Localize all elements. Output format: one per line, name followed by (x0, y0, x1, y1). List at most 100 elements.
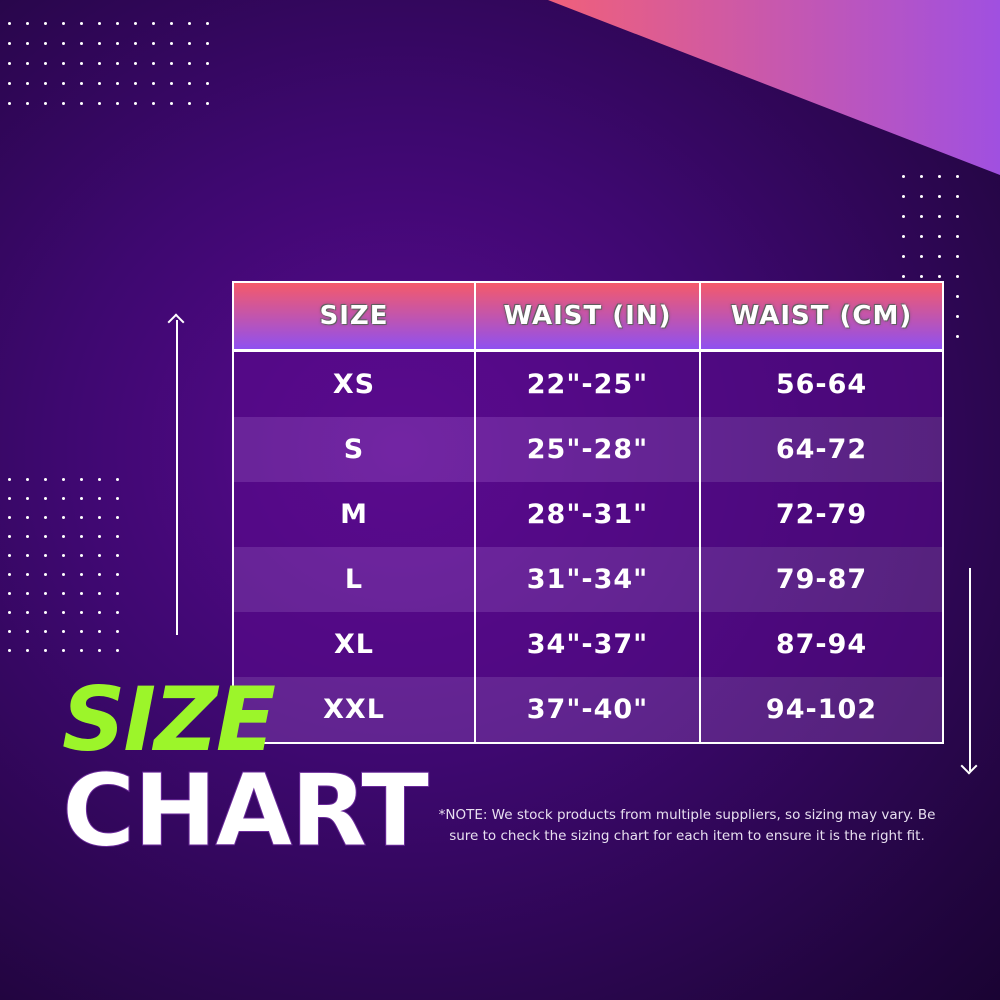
dot (80, 42, 83, 45)
dot (134, 62, 137, 65)
dot (8, 535, 11, 538)
dot (8, 42, 11, 45)
dot (62, 62, 65, 65)
dot (98, 102, 101, 105)
dot (116, 42, 119, 45)
dot (80, 630, 83, 633)
dot (170, 102, 173, 105)
dot (116, 82, 119, 85)
dot (920, 175, 923, 178)
dot (116, 554, 119, 557)
dot (80, 497, 83, 500)
title-chart: CHART (61, 752, 429, 870)
dot (98, 630, 101, 633)
dot (206, 102, 209, 105)
dot (938, 175, 941, 178)
dot (80, 535, 83, 538)
dot (8, 22, 11, 25)
cell-size: M (234, 482, 476, 547)
dot (956, 175, 959, 178)
dot (116, 649, 119, 652)
dot (44, 516, 47, 519)
dot (98, 649, 101, 652)
dot (188, 22, 191, 25)
dot (44, 649, 47, 652)
dot (902, 255, 905, 258)
dot (80, 102, 83, 105)
dot (44, 497, 47, 500)
dot (116, 573, 119, 576)
cell-waist-cm: 87-94 (701, 612, 942, 677)
dot (26, 535, 29, 538)
dot (956, 195, 959, 198)
dot (8, 573, 11, 576)
dot (116, 630, 119, 633)
dot (956, 315, 959, 318)
dot (206, 82, 209, 85)
dot (62, 592, 65, 595)
dot (902, 175, 905, 178)
dot (62, 554, 65, 557)
dot (116, 611, 119, 614)
cell-size: XL (234, 612, 476, 677)
dot (920, 235, 923, 238)
dot (98, 62, 101, 65)
dot (920, 275, 923, 278)
dot (902, 195, 905, 198)
dot (26, 573, 29, 576)
dot (62, 516, 65, 519)
dot (956, 275, 959, 278)
dot (26, 630, 29, 633)
dot (62, 102, 65, 105)
dot (134, 102, 137, 105)
dot (80, 478, 83, 481)
dot (956, 335, 959, 338)
dot (26, 22, 29, 25)
dot (170, 82, 173, 85)
dot (956, 295, 959, 298)
dot (8, 554, 11, 557)
dot (206, 62, 209, 65)
dot (44, 102, 47, 105)
dot (98, 42, 101, 45)
dot (956, 235, 959, 238)
dot (170, 22, 173, 25)
dot (938, 215, 941, 218)
dot (134, 82, 137, 85)
dot (902, 275, 905, 278)
dot (44, 573, 47, 576)
dot (26, 478, 29, 481)
arrow-down-icon (969, 568, 971, 771)
dot (26, 554, 29, 557)
dot (188, 62, 191, 65)
dot (152, 62, 155, 65)
dot (44, 478, 47, 481)
dot (98, 554, 101, 557)
arrow-up-icon (176, 320, 178, 635)
dot (98, 82, 101, 85)
dot (98, 478, 101, 481)
dot (938, 255, 941, 258)
dot (8, 478, 11, 481)
dot (8, 497, 11, 500)
cell-waist-in: 34"-37" (476, 612, 701, 677)
cell-size: XS (234, 352, 476, 417)
dot (62, 630, 65, 633)
dot (44, 554, 47, 557)
cell-size: XXL (234, 677, 476, 742)
dot (80, 649, 83, 652)
dot (116, 535, 119, 538)
cell-waist-cm: 79-87 (701, 547, 942, 612)
cell-waist-cm: 64-72 (701, 417, 942, 482)
dot-grid-left (8, 478, 134, 652)
dot (920, 255, 923, 258)
dot (26, 649, 29, 652)
dot (956, 215, 959, 218)
cell-waist-in: 22"-25" (476, 352, 701, 417)
cell-waist-in: 37"-40" (476, 677, 701, 742)
dot (938, 235, 941, 238)
dot (8, 630, 11, 633)
cell-waist-in: 25"-28" (476, 417, 701, 482)
dot (188, 102, 191, 105)
